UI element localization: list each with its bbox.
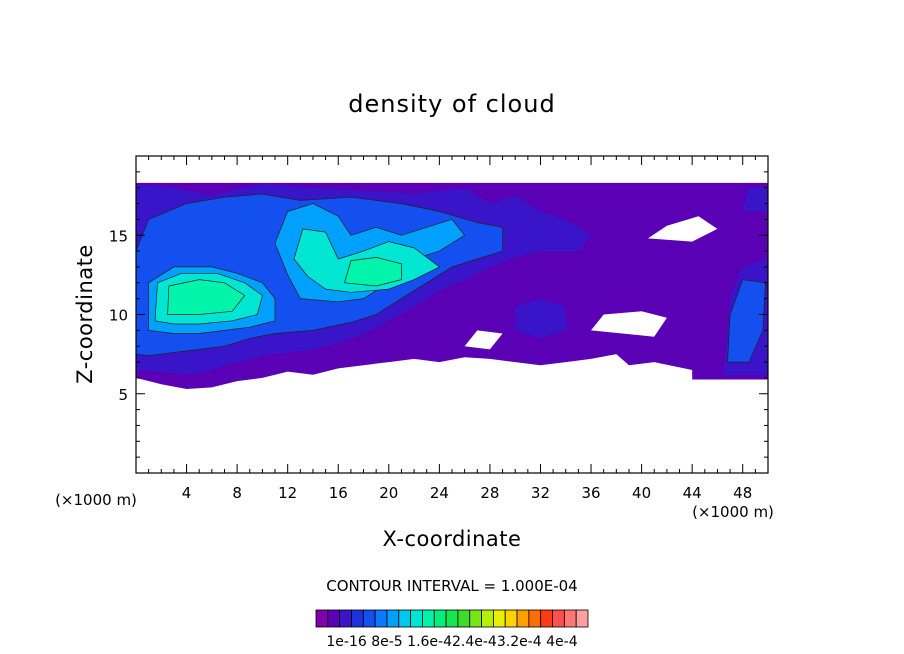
colorbar-swatch [481, 609, 494, 628]
x-tick-label: 8 [232, 484, 242, 502]
contour-interval-label: CONTOUR INTERVAL = 1.000E-04 [326, 577, 577, 595]
colorbar-swatch [469, 609, 482, 628]
x-tick-label: 4 [182, 484, 192, 502]
y-axis-title: Z-coordinate [73, 244, 97, 384]
colorbar-swatch [410, 609, 423, 628]
colorbar-swatch [433, 609, 447, 628]
x-tick-label: 16 [329, 484, 348, 502]
colorbar-swatch [552, 609, 565, 628]
colorbar-swatch [351, 609, 364, 628]
x-tick-label: 20 [379, 484, 398, 502]
colorbar-swatch [398, 609, 412, 628]
colorbar-swatch [575, 609, 589, 628]
y-tick-label: 15 [109, 227, 128, 245]
colorbar-swatch [528, 609, 542, 628]
x-tick-label: 24 [430, 484, 449, 502]
colorbar-swatch [327, 609, 341, 628]
colorbar-swatch [504, 609, 518, 628]
field-region-12 [344, 257, 402, 287]
x-unit-label-right: (×1000 m) [692, 503, 774, 521]
chart-title: density of cloud [348, 90, 555, 118]
field-region-13 [591, 311, 667, 337]
x-tick-label: 32 [531, 484, 550, 502]
colorbar-swatch [362, 609, 376, 628]
colorbar-swatch [374, 609, 388, 628]
colorbar-swatch [563, 609, 577, 628]
x-tick-label: 48 [733, 484, 752, 502]
colorbar-swatch [422, 609, 435, 628]
colorbar-labels: 1e-16 8e-5 1.6e-42.4e-43.2e-4 4e-4 [326, 634, 577, 650]
x-axis: 4 8 12 16 20 24 28 32 36 40 44 48 [148, 156, 756, 502]
y-axis: 5 10 15 [109, 171, 768, 458]
colorbar-swatch [315, 609, 329, 628]
colorbar-swatch [516, 609, 530, 628]
field-region-15 [464, 330, 503, 350]
field-region-11 [167, 279, 246, 315]
colorbar-swatch [540, 609, 553, 628]
x-tick-label: 12 [278, 484, 297, 502]
colorbar-swatch [386, 609, 400, 628]
colorbar-swatch [492, 609, 506, 628]
x-tick-label: 36 [581, 484, 600, 502]
y-tick-label: 5 [118, 386, 128, 404]
field-region-14 [647, 216, 718, 242]
x-axis-title: X-coordinate [383, 527, 522, 551]
field-region-2 [515, 298, 566, 339]
x-tick-label: 28 [480, 484, 499, 502]
colorbar-swatch [457, 609, 471, 628]
colorbar [315, 609, 589, 628]
y-tick-label: 10 [109, 307, 128, 325]
x-tick-label: 40 [632, 484, 651, 502]
cloud-density-field [136, 182, 768, 389]
x-tick-label: 44 [683, 484, 702, 502]
colorbar-swatch [445, 609, 459, 628]
field-region-4 [742, 187, 768, 212]
colorbar-swatch [339, 609, 352, 628]
x-unit-label-left: (×1000 m) [55, 491, 137, 509]
